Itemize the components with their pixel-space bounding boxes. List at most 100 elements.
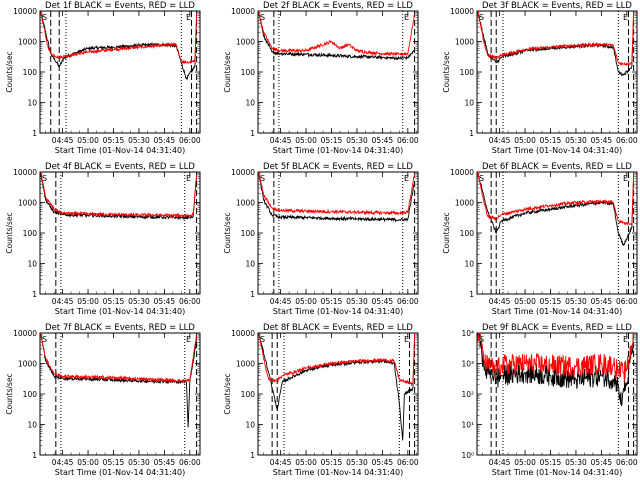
x-tick-label: 06:00 — [179, 136, 201, 145]
start-marker-label: S — [260, 174, 265, 183]
y-tick-label: 1 — [250, 129, 255, 138]
x-tick-label: 05:30 — [346, 136, 368, 145]
y-tick-label: 1 — [250, 451, 255, 460]
start-marker-label: S — [260, 335, 265, 344]
x-tick-label: 06:00 — [179, 458, 201, 467]
plot-frame — [39, 332, 201, 456]
y-tick-label: 10000 — [13, 329, 37, 338]
y-tick-label: 10000 — [450, 7, 474, 16]
x-tick-label: 05:00 — [295, 458, 317, 467]
lld-series-line — [40, 332, 198, 384]
y-tick-label: 10² — [461, 390, 474, 399]
y-tick-label: 100 — [23, 390, 38, 399]
y-tick-label: 10000 — [231, 329, 255, 338]
x-axis-label: Start Time (01-Nov-14 04:31:40) — [273, 468, 403, 477]
y-tick-label: 100 — [460, 229, 475, 238]
y-tick-label: 10 — [27, 421, 37, 430]
chart-title: Det 1f BLACK = Events, RED = LLD — [45, 1, 195, 11]
x-tick-label: 05:45 — [591, 297, 613, 306]
chart-panel-6: Det 6f BLACK = Events, RED = LLD 1 10 100 10… — [442, 162, 638, 316]
x-tick-label: 05:45 — [372, 297, 394, 306]
x-tick-label: 05:30 — [128, 136, 150, 145]
x-tick-label: 04:45 — [489, 458, 511, 467]
plot-frame — [476, 171, 638, 295]
start-marker-label: S — [479, 13, 484, 22]
y-tick-label: 10000 — [231, 7, 255, 16]
y-tick-label: 1000 — [236, 360, 255, 369]
x-tick-label: 05:15 — [321, 458, 343, 467]
chart-title: Det 2f BLACK = Events, RED = LLD — [263, 1, 413, 11]
chart-title: Det 8f BLACK = Events, RED = LLD — [263, 323, 413, 333]
plot-frame — [257, 10, 419, 134]
end-marker-label: E — [623, 335, 628, 344]
y-axis-label: Counts/sec — [5, 212, 14, 253]
y-tick-label: 1 — [250, 290, 255, 299]
plot-frame — [476, 10, 638, 134]
y-tick-label: 1000 — [18, 360, 37, 369]
chart-panel-8: Det 8f BLACK = Events, RED = LLD 1 10 100 10… — [223, 323, 419, 477]
y-tick-label: 10³ — [461, 360, 474, 369]
y-tick-label: 10 — [27, 99, 37, 108]
y-tick-label: 1000 — [455, 38, 474, 47]
y-axis-label: Counts/sec — [223, 373, 232, 414]
plot-frame — [257, 332, 419, 456]
x-tick-label: 05:00 — [295, 297, 317, 306]
chart-title: Det 7f BLACK = Events, RED = LLD — [45, 323, 195, 333]
x-tick-label: 06:00 — [616, 297, 638, 306]
y-tick-label: 1000 — [236, 199, 255, 208]
x-tick-label: 05:45 — [372, 458, 394, 467]
x-tick-label: 05:15 — [321, 136, 343, 145]
chart-title: Det 3f BLACK = Events, RED = LLD — [482, 1, 632, 11]
x-axis-label: Start Time (01-Nov-14 04:31:40) — [273, 307, 403, 316]
x-tick-label: 05:00 — [77, 297, 99, 306]
x-tick-label: 05:00 — [77, 136, 99, 145]
y-tick-label: 100 — [241, 68, 256, 77]
end-marker-label: E — [186, 335, 191, 344]
y-tick-label: 1000 — [236, 38, 255, 47]
lld-series-line — [258, 171, 416, 217]
y-tick-label: 1 — [32, 290, 37, 299]
chart-panel-1: Det 1f BLACK = Events, RED = LLD 1 10 100 10… — [5, 1, 201, 155]
x-tick-label: 04:45 — [52, 136, 74, 145]
plot-frame — [257, 171, 419, 295]
chart-title: Det 4f BLACK = Events, RED = LLD — [45, 162, 195, 172]
x-tick-label: 05:45 — [372, 136, 394, 145]
y-tick-label: 10¹ — [461, 421, 474, 430]
x-tick-label: 05:30 — [346, 297, 368, 306]
end-marker-label: E — [623, 13, 628, 22]
x-axis-label: Start Time (01-Nov-14 04:31:40) — [55, 468, 185, 477]
lld-series-line — [258, 10, 415, 57]
x-tick-label: 06:00 — [397, 297, 419, 306]
y-tick-label: 10 — [27, 260, 37, 269]
end-marker-label: E — [186, 174, 191, 183]
x-tick-label: 05:15 — [103, 297, 125, 306]
y-tick-label: 10 — [245, 99, 255, 108]
x-tick-label: 04:45 — [270, 297, 292, 306]
x-tick-label: 05:30 — [565, 458, 587, 467]
y-tick-label: 100 — [23, 229, 38, 238]
y-tick-label: 10000 — [450, 168, 474, 177]
lld-series-line — [477, 10, 635, 67]
start-marker-label: S — [260, 13, 265, 22]
x-tick-label: 04:45 — [270, 136, 292, 145]
end-marker-label: E — [404, 335, 409, 344]
start-marker-label: S — [42, 13, 47, 22]
x-tick-label: 05:00 — [514, 297, 536, 306]
y-tick-label: 100 — [241, 390, 256, 399]
events-series-line — [40, 333, 198, 428]
x-tick-label: 06:00 — [616, 136, 638, 145]
chart-panel-2: Det 2f BLACK = Events, RED = LLD 1 10 100 10… — [223, 1, 419, 155]
y-tick-label: 10000 — [231, 168, 255, 177]
y-tick-label: 10⁴ — [461, 329, 474, 338]
x-tick-label: 05:45 — [591, 136, 613, 145]
y-axis-label: Counts/sec — [223, 51, 232, 92]
y-tick-label: 1000 — [18, 38, 37, 47]
x-tick-label: 05:45 — [154, 136, 176, 145]
chart-panel-5: Det 5f BLACK = Events, RED = LLD 1 10 100 10… — [223, 162, 419, 316]
x-axis-label: Start Time (01-Nov-14 04:31:40) — [55, 307, 185, 316]
x-tick-label: 04:45 — [489, 297, 511, 306]
y-tick-label: 10000 — [13, 168, 37, 177]
x-axis-label: Start Time (01-Nov-14 04:31:40) — [492, 146, 622, 155]
x-axis-label: Start Time (01-Nov-14 04:31:40) — [55, 146, 185, 155]
events-series-line — [258, 12, 416, 61]
